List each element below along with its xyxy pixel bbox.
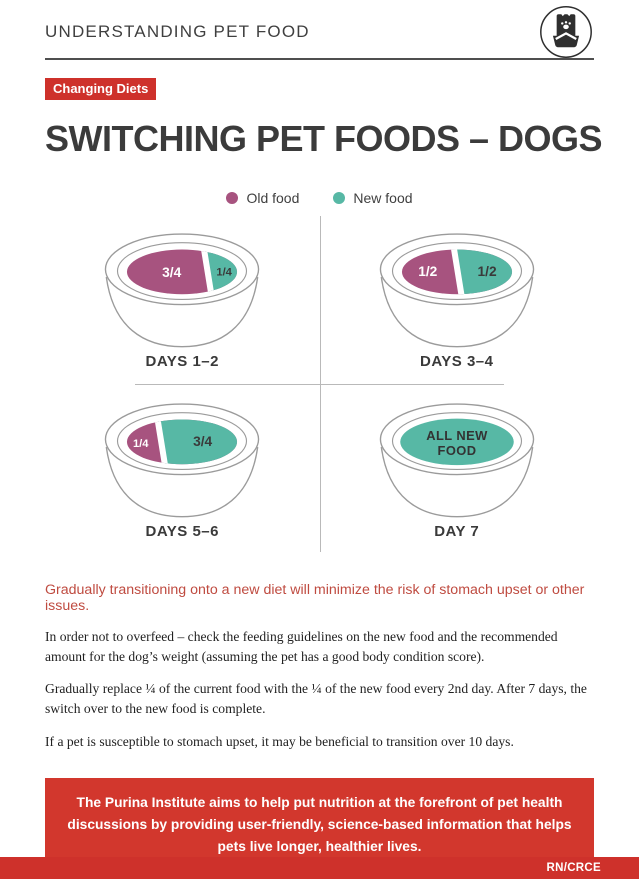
- bowl-day-7: ALL NEW FOOD DAY 7: [320, 384, 595, 554]
- bowl-caption: DAYS 1–2: [145, 353, 219, 370]
- bowl-caption: DAY 7: [434, 523, 480, 540]
- portion-fraction-old: 1/2: [418, 264, 437, 279]
- all-new-food-line1: ALL NEW: [426, 428, 488, 443]
- transition-diagram: 3/4 1/4 DAYS 1–2 1/2: [45, 214, 594, 554]
- new-food-dot-icon: [333, 192, 346, 204]
- portion-fraction-old: 3/4: [162, 265, 181, 280]
- paragraph-overfeed: In order not to overfeed – check the fee…: [45, 629, 558, 664]
- bowl-days-1-2: 3/4 1/4 DAYS 1–2: [45, 214, 320, 384]
- bowl-illustration-days-1-2: 3/4 1/4: [105, 233, 260, 348]
- portion-fraction-new: 3/4: [193, 434, 212, 449]
- legend: Old food New food: [45, 190, 594, 206]
- pet-food-dispenser-icon: [540, 6, 592, 58]
- bowl-caption: DAYS 3–4: [420, 353, 494, 370]
- portion-fraction-new: 1/4: [217, 266, 233, 278]
- bowl-days-5-6: 1/4 3/4 DAYS 5–6: [45, 384, 320, 554]
- bowl-illustration-days-5-6: 1/4 3/4: [105, 403, 260, 518]
- document-code: RN/CRCE: [546, 862, 601, 874]
- bottom-red-bar: RN/CRCE: [0, 857, 639, 879]
- body-text: In order not to overfeed – check the fee…: [45, 627, 594, 752]
- old-food-dot-icon: [226, 192, 239, 204]
- header: UNDERSTANDING PET FOOD: [45, 0, 594, 58]
- diagram-horizontal-divider: [135, 384, 504, 385]
- purina-institute-callout: The Purina Institute aims to help put nu…: [45, 777, 594, 872]
- header-title: UNDERSTANDING PET FOOD: [45, 22, 310, 41]
- highlight-sentence: Gradually transitioning onto a new diet …: [45, 582, 585, 614]
- portion-fraction-old: 1/4: [133, 438, 149, 450]
- bowl-caption: DAYS 5–6: [145, 523, 219, 540]
- legend-item-new-food: New food: [333, 190, 413, 206]
- portion-fraction-new: 1/2: [477, 264, 496, 279]
- page-title: SWITCHING PET FOODS – DOGS: [45, 118, 603, 159]
- header-divider: [45, 58, 594, 60]
- all-new-food-line2: FOOD: [437, 443, 476, 458]
- legend-item-old-food: Old food: [226, 190, 299, 206]
- bowl-illustration-days-3-4: 1/2 1/2: [379, 233, 534, 348]
- bowl-days-3-4: 1/2 1/2 DAYS 3–4: [320, 214, 595, 384]
- legend-label: New food: [353, 190, 413, 206]
- paragraph-susceptible: If a pet is susceptible to stomach upset…: [45, 733, 514, 749]
- bowl-illustration-day-7: ALL NEW FOOD: [379, 403, 534, 518]
- legend-label: Old food: [246, 190, 300, 206]
- paragraph-replace: Gradually replace ¼ of the current food …: [45, 681, 587, 717]
- section-badge: Changing Diets: [45, 78, 157, 100]
